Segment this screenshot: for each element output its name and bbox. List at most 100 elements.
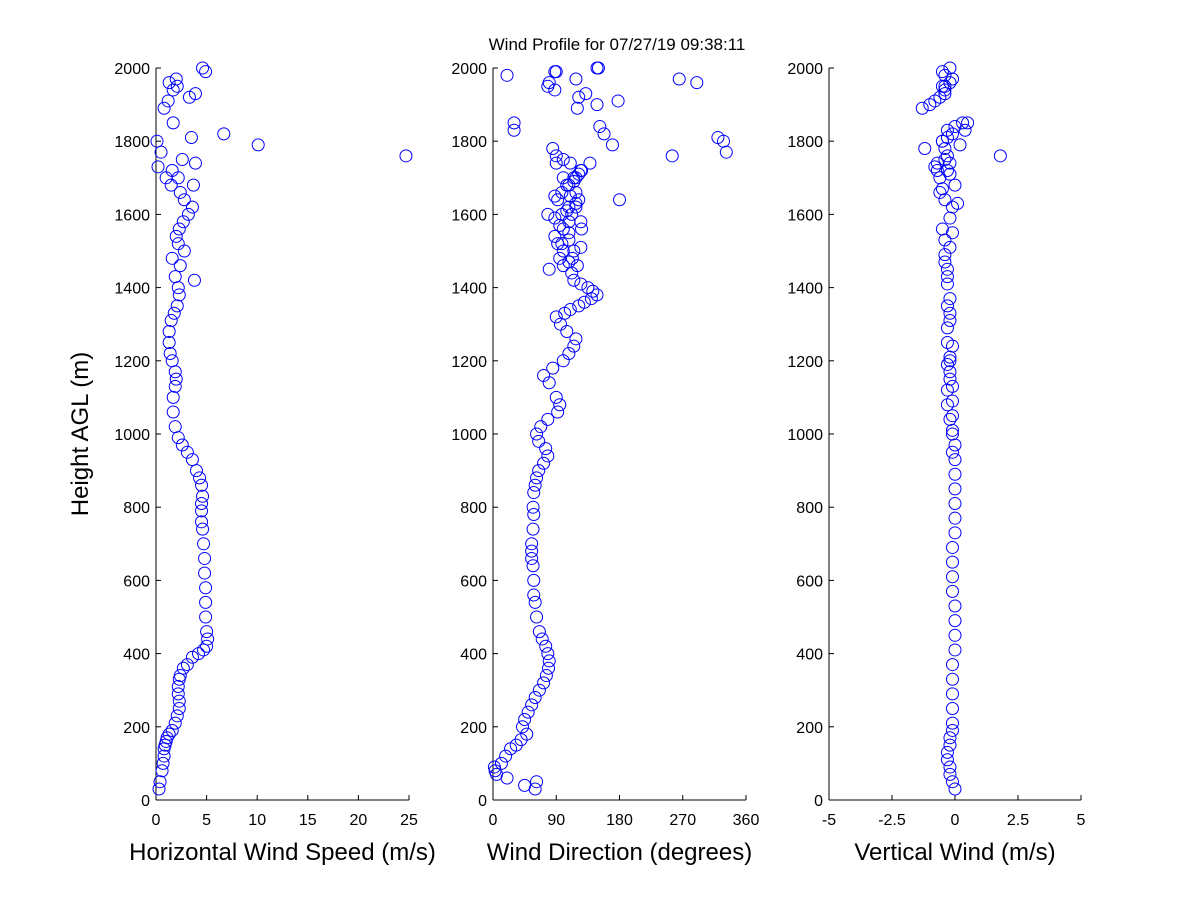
data-point (195, 515, 209, 529)
y-tick-label: 1800 (451, 134, 487, 151)
data-point (537, 368, 551, 382)
data-point (527, 486, 541, 500)
data-point (953, 138, 967, 152)
data-point (938, 79, 952, 93)
y-tick-label: 2000 (114, 61, 150, 78)
y-tick-label: 1200 (451, 354, 487, 371)
data-point (165, 354, 179, 368)
data-point (567, 339, 581, 353)
x-axis-label-direction: Wind Direction (degrees) (487, 839, 752, 866)
data-point (164, 314, 178, 328)
data-point (157, 749, 171, 763)
data-point (951, 196, 965, 210)
y-tick-label: 1800 (114, 134, 150, 151)
data-point (530, 775, 544, 789)
data-point (539, 669, 553, 683)
data-point (940, 299, 954, 313)
data-point (562, 233, 576, 247)
data-point (166, 116, 180, 130)
data-point (535, 632, 549, 646)
data-point (590, 288, 604, 302)
data-point (565, 251, 579, 265)
data-point (198, 566, 212, 580)
data-point (672, 72, 686, 86)
data-point (555, 207, 569, 221)
data-point (565, 207, 579, 221)
data-point (150, 134, 164, 148)
data-point (175, 153, 189, 166)
data-point (168, 716, 182, 730)
data-point (185, 453, 199, 467)
y-tick-label: 200 (796, 720, 823, 737)
data-point (943, 738, 957, 752)
data-point (196, 489, 210, 503)
data-point (574, 277, 588, 291)
data-point (199, 581, 213, 595)
data-point (200, 639, 214, 653)
points-vertical (915, 61, 1007, 796)
data-point (938, 87, 952, 101)
data-point (556, 153, 570, 166)
data-point (945, 716, 959, 730)
data-point (170, 299, 184, 313)
panel-speed: 0 200 400 600 800 1000 1200 1400 1600 1800 2000 0 5 1… (67, 61, 436, 866)
data-point (539, 639, 553, 653)
data-point (562, 226, 576, 240)
data-point (572, 193, 586, 207)
data-point (528, 782, 542, 796)
data-point (958, 123, 972, 137)
x-tick-label: 5 (1077, 812, 1086, 829)
data-point (168, 365, 182, 379)
data-point (201, 632, 215, 646)
data-point (930, 156, 944, 170)
data-point (993, 149, 1007, 163)
data-point (532, 464, 546, 478)
data-point (217, 127, 231, 141)
data-point (198, 551, 212, 565)
data-point (569, 332, 583, 346)
data-point (940, 383, 954, 397)
x-tick-label: 0 (951, 812, 960, 829)
data-point (948, 120, 962, 134)
data-point (499, 749, 513, 763)
data-point (168, 379, 182, 393)
data-point (940, 321, 954, 335)
y-tick-label: 1200 (114, 354, 150, 371)
data-point (938, 142, 952, 156)
data-point (494, 756, 508, 770)
data-point (719, 145, 733, 159)
data-point (542, 76, 556, 90)
panel-vertical: 0 200 400 600 800 1000 1200 1400 1600 1800 2000 -5 -… (787, 61, 1085, 866)
data-point (940, 398, 954, 412)
data-point (948, 482, 962, 496)
data-point (541, 412, 555, 426)
data-point (935, 65, 949, 79)
data-point (549, 310, 563, 324)
data-point (534, 420, 548, 434)
data-point (933, 185, 947, 199)
data-point (938, 255, 952, 269)
data-point (173, 259, 187, 273)
x-tick-label: 25 (400, 812, 418, 829)
data-point (169, 372, 183, 386)
data-point (553, 251, 567, 265)
data-point (943, 156, 957, 170)
data-point (956, 116, 970, 130)
data-point (521, 705, 535, 719)
data-point (562, 346, 576, 360)
data-point (500, 68, 514, 82)
y-tick-label: 1000 (787, 427, 823, 444)
data-point (251, 138, 265, 152)
data-point (165, 251, 179, 265)
x-tick-label: 0 (489, 812, 498, 829)
data-point (530, 427, 544, 441)
data-point (948, 628, 962, 642)
data-point (945, 672, 959, 686)
data-point (199, 65, 213, 79)
data-point (563, 156, 577, 170)
data-point (940, 149, 954, 163)
data-point (583, 156, 597, 170)
data-point (563, 189, 577, 203)
y-tick-label: 1600 (787, 207, 823, 224)
data-point (152, 782, 166, 796)
